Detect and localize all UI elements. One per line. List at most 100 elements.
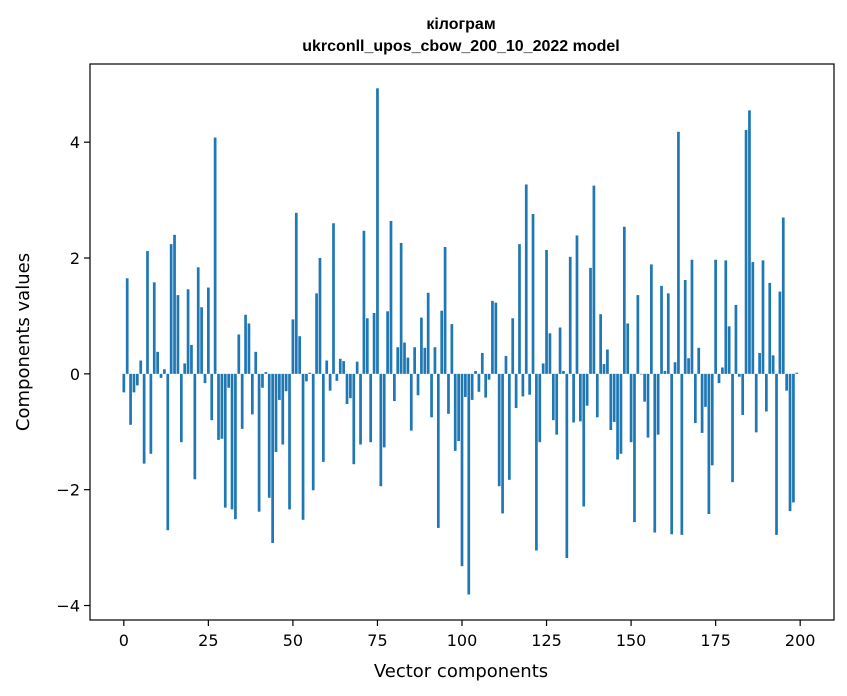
bar-30 <box>223 373 227 508</box>
chart-title-line2: ukrconll_upos_cbow_200_10_2022 model <box>302 38 619 55</box>
bar-90 <box>426 292 430 374</box>
bar-98 <box>453 373 457 451</box>
bar-181 <box>734 304 738 374</box>
bar-100 <box>460 373 464 567</box>
y-tick-label: 2 <box>70 249 80 268</box>
bar-72 <box>365 318 369 374</box>
bar-149 <box>626 323 630 374</box>
bar-62 <box>332 223 335 374</box>
bar-108 <box>487 373 491 380</box>
bar-174 <box>710 373 714 466</box>
bar-41 <box>261 373 264 388</box>
bar-126 <box>548 333 552 374</box>
bar-16 <box>176 295 180 374</box>
bar-66 <box>345 373 349 404</box>
bar-122 <box>535 373 538 551</box>
chart-title-line1: кілограм <box>426 16 495 33</box>
bar-88 <box>420 317 423 374</box>
bar-158 <box>656 373 660 435</box>
bar-162 <box>670 373 674 535</box>
bar-71 <box>362 230 366 374</box>
y-tick-label: 4 <box>70 133 80 152</box>
bar-53 <box>301 373 305 520</box>
bar-150 <box>629 373 633 443</box>
bar-8 <box>149 373 153 454</box>
bar-21 <box>193 373 197 480</box>
plot-frame <box>89 63 835 621</box>
bar-10 <box>156 351 159 374</box>
bar-175 <box>714 259 717 374</box>
bar-78 <box>386 311 389 374</box>
bar-68 <box>352 373 356 465</box>
bar-7 <box>146 251 149 374</box>
bar-183 <box>741 373 745 415</box>
bar-170 <box>697 347 701 374</box>
bar-9 <box>152 282 156 374</box>
bar-17 <box>179 373 183 443</box>
bar-52 <box>298 336 302 374</box>
bar-199 <box>795 372 799 374</box>
bar-15 <box>173 234 176 374</box>
bar-179 <box>727 326 731 374</box>
bar-193 <box>775 373 778 535</box>
bar-168 <box>690 259 694 374</box>
bar-95 <box>443 247 447 374</box>
bar-76 <box>379 373 383 487</box>
bar-165 <box>680 373 684 535</box>
bar-144 <box>609 373 613 431</box>
bar-11 <box>159 373 163 378</box>
bar-103 <box>470 373 474 400</box>
bar-113 <box>504 355 508 374</box>
bar-197 <box>788 373 792 512</box>
bar-180 <box>731 373 734 483</box>
bar-83 <box>403 342 406 374</box>
bar-36 <box>244 314 247 374</box>
bar-28 <box>217 373 220 440</box>
bar-5 <box>139 360 143 374</box>
x-tick-label: 25 <box>198 631 218 650</box>
bar-38 <box>250 373 254 415</box>
bar-37 <box>247 323 251 374</box>
bar-137 <box>585 373 589 406</box>
bar-91 <box>430 373 433 418</box>
bar-194 <box>778 291 782 374</box>
bar-109 <box>491 300 494 374</box>
bar-155 <box>646 373 650 438</box>
bar-33 <box>234 373 237 520</box>
bar-58 <box>318 258 322 374</box>
bar-107 <box>484 373 488 398</box>
bar-119 <box>524 184 528 374</box>
bar-112 <box>501 373 504 514</box>
bar-97 <box>450 324 454 374</box>
bar-54 <box>305 373 308 382</box>
bar-127 <box>551 373 555 421</box>
bar-133 <box>572 373 575 423</box>
bar-159 <box>660 285 663 374</box>
bar-1 <box>125 278 129 374</box>
bar-89 <box>423 347 427 374</box>
bar-142 <box>602 364 606 374</box>
bar-48 <box>284 373 288 392</box>
bar-102 <box>467 373 471 595</box>
bar-14 <box>169 244 173 374</box>
bar-143 <box>606 349 609 374</box>
bar-22 <box>196 267 200 374</box>
bar-171 <box>700 373 704 433</box>
x-tick-label: 50 <box>283 631 303 650</box>
bar-74 <box>372 313 376 374</box>
bar-80 <box>393 373 396 402</box>
bar-79 <box>389 220 393 374</box>
bar-57 <box>315 293 318 374</box>
bar-139 <box>592 185 596 374</box>
bar-182 <box>737 373 741 377</box>
bar-120 <box>528 373 531 395</box>
bar-93 <box>436 373 440 528</box>
x-tick-label: 175 <box>700 631 731 650</box>
bar-132 <box>568 256 572 374</box>
bar-173 <box>707 373 711 515</box>
bar-42 <box>264 372 268 374</box>
bar-131 <box>565 373 569 559</box>
x-tick-label: 125 <box>531 631 562 650</box>
bar-151 <box>633 373 636 523</box>
